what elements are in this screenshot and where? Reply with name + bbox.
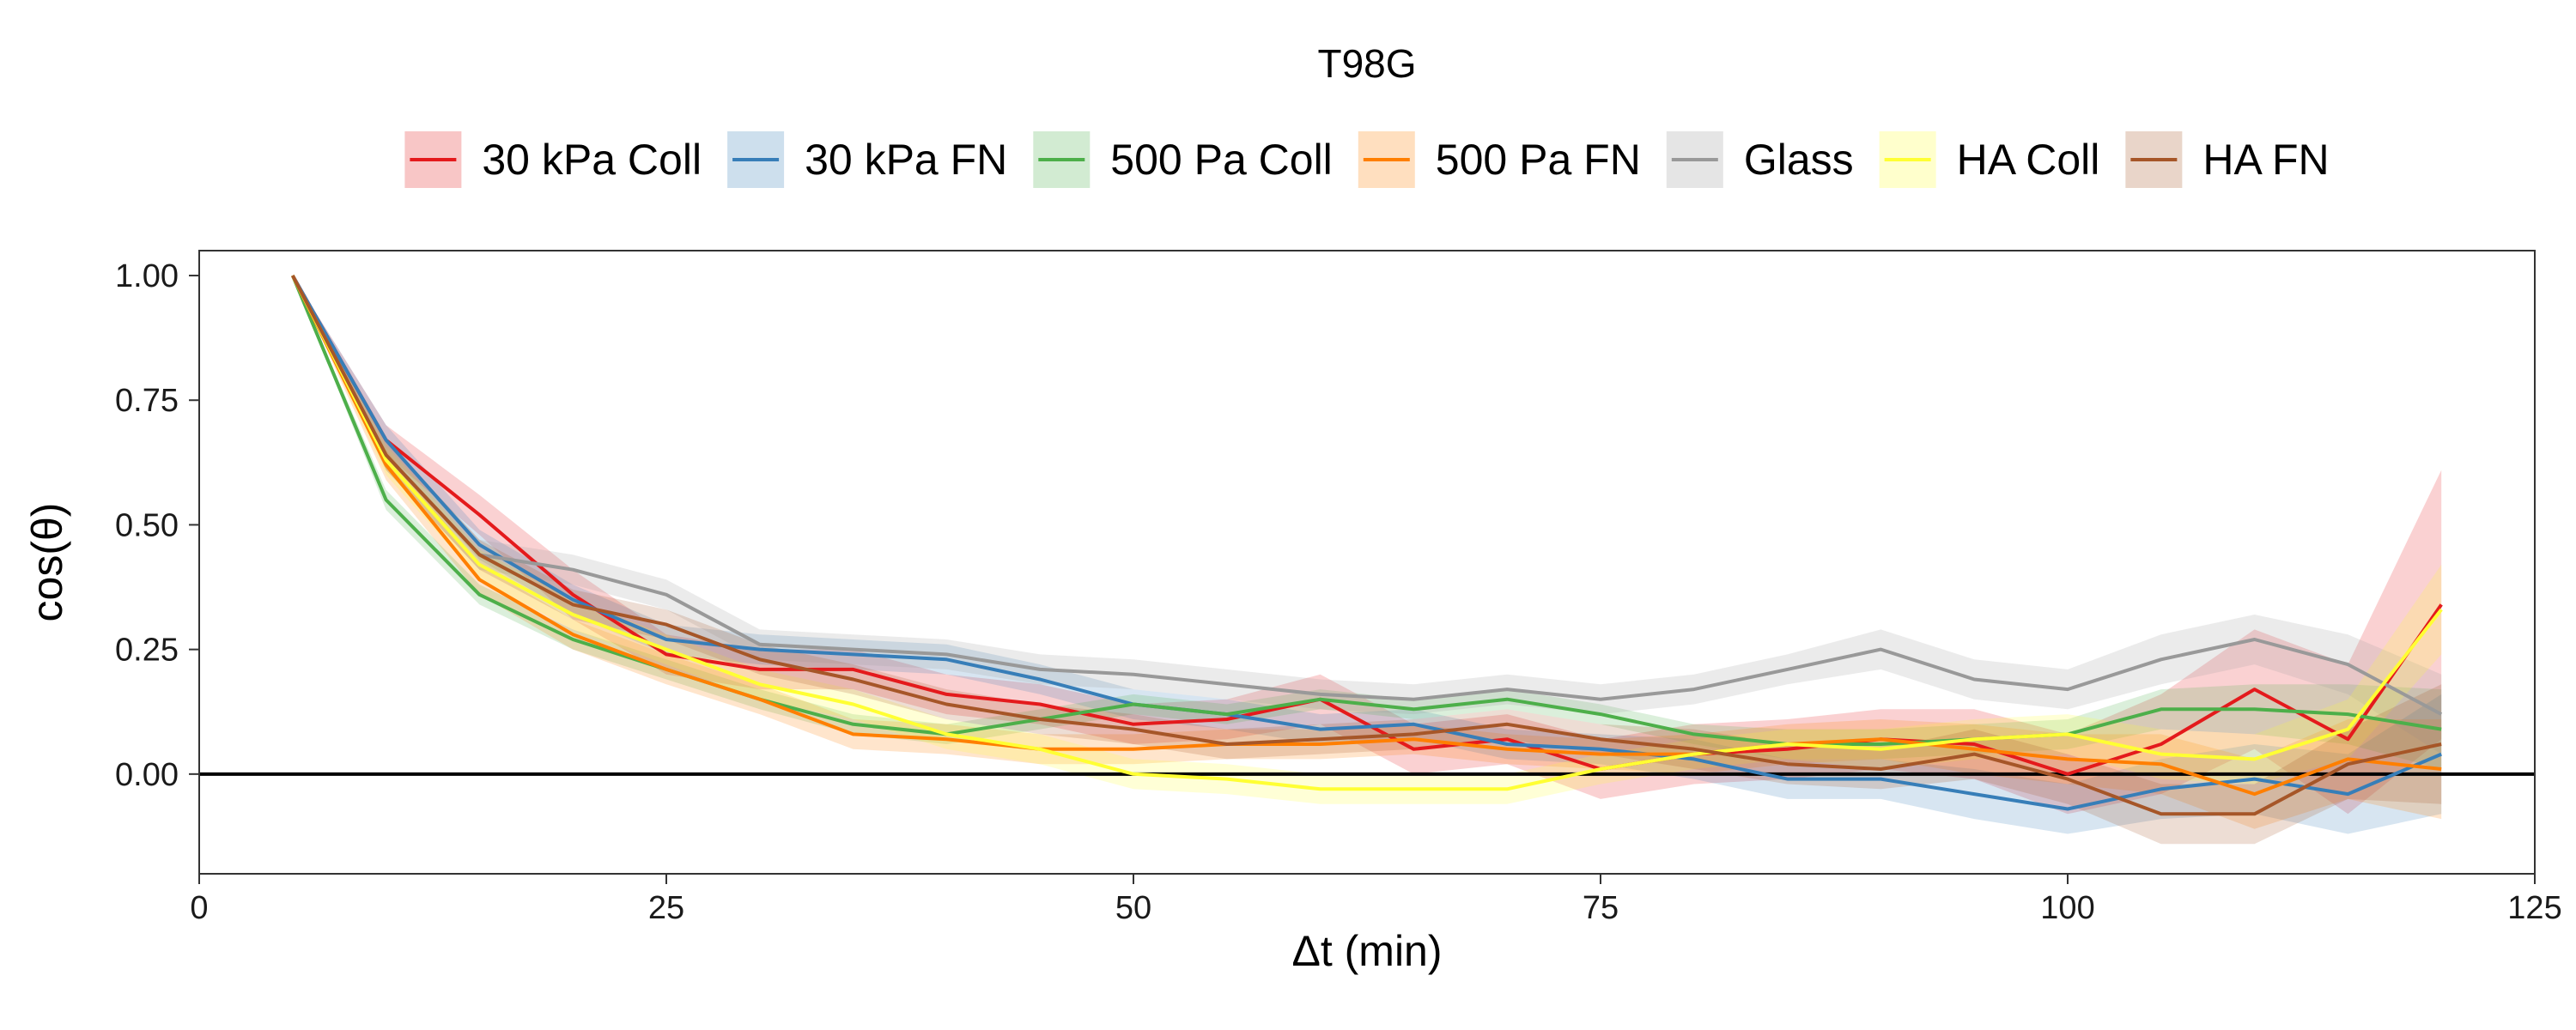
- line-500-pa-fn: [291, 275, 2442, 797]
- x-tick-label: 25: [648, 890, 684, 926]
- band-ha-fn: [292, 276, 2442, 845]
- line-ha-fn: [291, 275, 2442, 816]
- legend-item-30-kpa-coll: 30 kPa Coll: [404, 131, 702, 188]
- y-axis: 0.00 0.25 0.50 0.75 1.00: [115, 258, 199, 793]
- legend-item-ha-fn: HA FN: [2125, 131, 2330, 188]
- legend-label: HA FN: [2202, 136, 2329, 184]
- band-30-kpa-coll: [292, 276, 2442, 815]
- x-tick-label: 75: [1583, 890, 1619, 926]
- y-tick-label: 0.25: [115, 633, 179, 669]
- legend-item-glass: Glass: [1666, 131, 1854, 188]
- legend-label: HA Coll: [1957, 136, 2100, 184]
- y-tick-label: 0.00: [115, 757, 179, 793]
- line-30-kpa-fn: [291, 275, 2442, 811]
- legend-item-30-kpa-fn: 30 kPa FN: [727, 131, 1007, 188]
- band-30-kpa-fn: [292, 276, 2442, 834]
- chart-title: T98G: [1317, 41, 1416, 86]
- legend-label: 500 Pa Coll: [1110, 136, 1333, 184]
- y-tick-label: 0.75: [115, 383, 179, 419]
- series-lines: [290, 275, 2443, 816]
- line-ha-coll: [291, 275, 2443, 791]
- band-glass: [292, 276, 2442, 754]
- x-axis: 0 25 50 75 100 125: [190, 874, 2562, 926]
- band-ha-coll: [292, 276, 2442, 804]
- x-tick-label: 125: [2507, 890, 2561, 926]
- y-axis-title: cos(θ): [23, 503, 71, 622]
- legend-label: Glass: [1744, 136, 1854, 184]
- legend-label: 30 kPa Coll: [482, 136, 702, 184]
- legend-item-500-pa-coll: 500 Pa Coll: [1033, 131, 1333, 188]
- x-tick-label: 50: [1115, 890, 1151, 926]
- x-tick-label: 0: [190, 890, 208, 926]
- y-tick-label: 1.00: [115, 258, 179, 294]
- x-axis-title: Δt (min): [1291, 927, 1442, 975]
- legend-label: 500 Pa FN: [1436, 136, 1641, 184]
- legend: 30 kPa Coll 30 kPa FN 500 Pa Coll 500 Pa FN…: [404, 131, 2330, 188]
- legend-label: 30 kPa FN: [805, 136, 1007, 184]
- plot-panel-border: [198, 250, 2536, 875]
- line-glass: [291, 275, 2443, 716]
- legend-item-500-pa-fn: 500 Pa FN: [1358, 131, 1641, 188]
- x-tick-label: 100: [2040, 890, 2094, 926]
- legend-item-ha-coll: HA Coll: [1879, 131, 2100, 188]
- band-500-pa-coll: [292, 276, 2442, 769]
- y-tick-label: 0.50: [115, 507, 179, 543]
